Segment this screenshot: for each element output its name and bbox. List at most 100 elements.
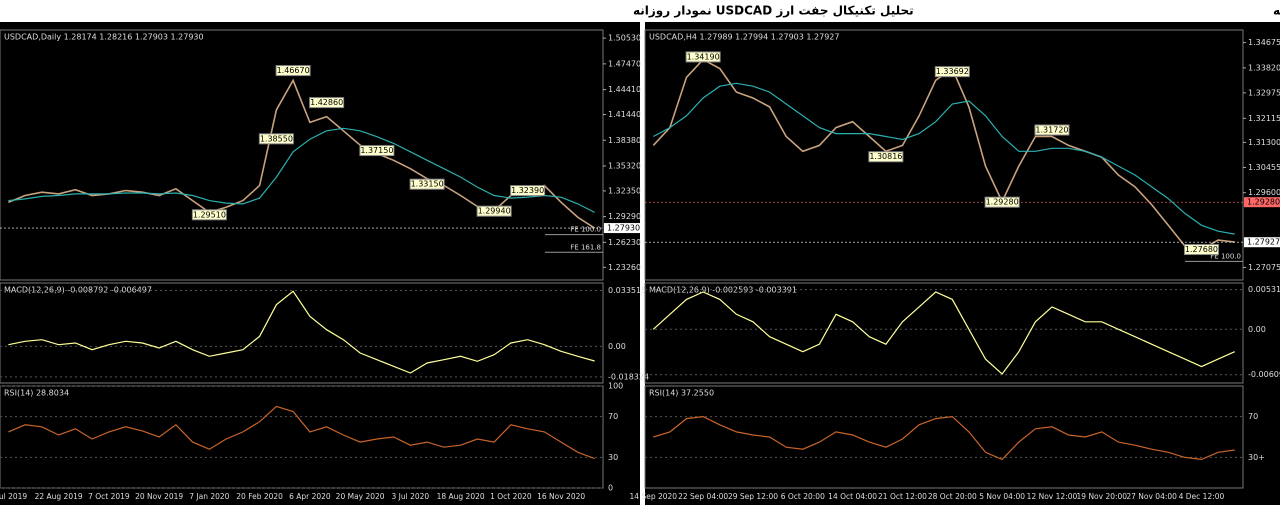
y-tick-label: 1.50530 [608,34,641,43]
annotation-box [1034,124,1070,136]
annotation-box [984,196,1020,208]
y-tick-label: 0 [608,484,613,493]
x-tick-label: 28 Oct 20:00 [928,492,977,501]
y-tick-label: 0.00 [1248,325,1266,334]
price-box [1244,237,1280,248]
annotation-box [934,66,970,78]
y-tick-label: 1.44410 [608,85,641,94]
y-tick-label: 1.32350 [608,186,641,195]
annotation-box [510,185,546,197]
x-tick-label: 12 Nov 12:00 [1027,492,1078,501]
y-tick-label: 1.35320 [608,161,641,170]
y-tick-label: 1.34675 [1248,38,1280,47]
plot-frame [0,282,604,384]
annotation-label: 1.33150 [411,180,444,189]
x-tick-label: 7 Oct 2019 [88,492,130,501]
x-tick-label: 14 Sep 2020 [630,492,678,501]
annotation-label: 1.31720 [1035,126,1068,135]
indicator-header: USDCAD,H4 1.27989 1.27994 1.27903 1.2792… [649,33,839,42]
series-line [8,290,595,374]
x-tick-label: 1 Oct 2020 [490,492,532,501]
x-tick-label: 14 Oct 04:00 [828,492,877,501]
price-label: 1.29280 [1247,198,1280,207]
x-tick-label: 6 Oct 20:00 [781,492,825,501]
y-tick-label: 70 [608,412,618,421]
annotation-label: 1.29940 [478,207,511,216]
annotation-box [868,151,904,163]
y-tick-label: 30+ [1248,453,1265,462]
annotation-label: 1.29510 [193,210,226,219]
annotation-label: 1.46670 [277,66,310,75]
price-box [1244,197,1280,208]
series-line [653,82,1235,235]
x-tick-label: 3 Jul 2020 [392,492,430,501]
annotation-box [409,178,445,190]
x-tick-label: 4 Dec 12:00 [1179,492,1225,501]
x-tick-label: 18 Aug 2020 [437,492,485,501]
x-tick-label: 21 Oct 12:00 [878,492,927,501]
indicator-header: MACD(12,26,9) -0.002593 -0.003391 [649,286,797,295]
y-tick-label: 1.33820 [1248,63,1280,72]
annotation-label: 1.38550 [260,134,293,143]
series-line [653,415,1235,461]
annotation-box [275,65,311,77]
x-tick-label: 6 Apr 2020 [289,492,331,501]
y-tick-label: 1.30455 [1248,163,1280,172]
y-tick-label: 1.32115 [1248,114,1280,123]
fib-label: FE 161.8 [570,243,601,251]
y-tick-label: 1.26230 [608,238,641,247]
series-line [652,291,1235,375]
annotation-label: 1.30816 [869,152,902,161]
y-tick-label: 1.27075 [1248,263,1280,272]
panel-title: تحلیل تکنیکال جفت ارز USDCAD نمودار چهار… [1273,4,1280,19]
left-panel [0,22,640,505]
x-tick-label: 20 Nov 2019 [135,492,183,501]
annotation-label: 1.37150 [360,146,393,155]
x-tick-label: 27 Nov 04:00 [1126,492,1177,501]
annotation-box [258,133,294,145]
x-tick-label: 19 Nov 20:00 [1077,492,1128,501]
y-tick-label: 1.32975 [1248,88,1280,97]
x-tick-label: 5 Nov 04:00 [979,492,1025,501]
y-tick-label: 1.29290 [608,212,641,221]
x-tick-label: 29 Sep 12:00 [728,492,778,501]
annotation-box [191,209,227,221]
annotation-box [476,205,512,217]
price-label: 1.27927 [1247,238,1280,247]
indicator-header: USDCAD,Daily 1.28174 1.28216 1.27903 1.2… [4,33,204,42]
annotation-box [359,145,395,157]
x-tick-label: 22 Sep 04:00 [678,492,728,501]
y-tick-label: 1.38380 [608,136,641,145]
y-tick-label: -0.006092 [1248,370,1280,379]
y-tick-label: 30 [608,453,618,462]
annotation-label: 1.27680 [1185,245,1218,254]
y-tick-label: 1.23260 [608,263,641,272]
annotation-label: 1.33692 [936,67,969,76]
y-tick-label: 100 [608,382,623,391]
annotation-label: 1.42860 [310,98,343,107]
annotation-label: 1.29280 [986,198,1019,207]
y-tick-label: 1.29600 [1248,188,1280,197]
panel-title: تحلیل تکنیکال جفت ارز USDCAD نمودار روزا… [633,4,914,19]
indicator-header: RSI(14) 28.8034 [4,389,69,398]
x-tick-label: 20 Feb 2020 [236,492,283,501]
price-label: 1.27930 [607,224,640,233]
plot-frame [0,29,604,281]
x-tick-label: 16 Nov 2020 [537,492,585,501]
annotation-box [685,51,721,63]
plot-frame [644,385,1244,489]
x-tick-label: 20 May 2020 [336,492,385,501]
fib-label: FE 100.0 [1210,252,1241,260]
plot-frame [644,282,1244,384]
y-tick-label: 70 [1248,412,1258,421]
price-box [604,223,640,234]
indicator-header: RSI(14) 37.2550 [649,389,714,398]
annotation-box [1183,244,1219,256]
y-tick-label: 0.033515 [608,286,646,295]
plot-frame [644,29,1244,281]
x-tick-label: 9 Jul 2019 [0,492,27,501]
fib-label: FE 100.0 [570,226,601,234]
y-tick-label: 1.47470 [608,59,641,68]
annotation-label: 1.32390 [511,186,544,195]
y-tick-label: 1.31300 [1248,138,1280,147]
